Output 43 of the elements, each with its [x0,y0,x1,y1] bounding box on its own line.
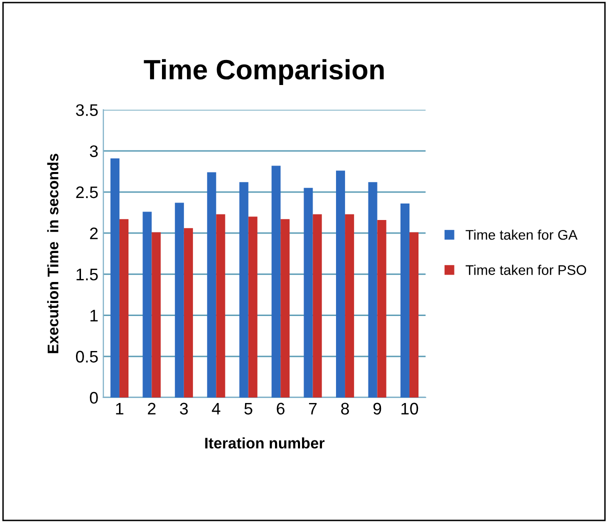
bar [312,214,322,398]
y-tick-label: 0.5 [76,350,98,363]
bar [152,232,161,398]
y-tick-label: 1 [90,310,98,322]
y-tick-label: 2 [90,228,98,240]
x-tick-label: 1 [116,402,124,414]
y-tick-label: 3.5 [76,104,98,116]
bar [239,182,248,398]
x-tick-label: 2 [148,402,156,414]
bar [142,212,152,398]
bar [377,220,386,398]
bar [174,202,184,398]
x-axis-title: Iteration number [205,437,325,449]
x-tick-label: 5 [244,402,252,415]
y-tick-label: 2.5 [76,186,98,198]
x-tick-label: 3 [180,402,188,415]
bar [409,232,419,398]
bar [248,216,258,398]
bar [304,188,313,398]
bar [110,158,120,398]
x-tick-label: 6 [276,402,284,415]
bar [119,219,128,398]
legend-label: Time taken for GA [466,230,578,240]
bar [336,170,346,398]
x-tick-label: 7 [309,402,317,414]
chart-title: Time Comparision [144,59,384,86]
x-tick-label: 10 [401,402,418,415]
y-axis-title: Execution Time in seconds [47,154,58,354]
bar [184,228,193,398]
y-tick-label: 3 [90,145,98,158]
y-tick-label: 1.5 [76,268,98,280]
x-tick-label: 4 [212,402,220,414]
bar [280,219,290,398]
x-tick-label: 8 [341,402,349,415]
bar [345,214,354,398]
bar [207,172,216,398]
y-tick-label: 0 [90,392,98,404]
bar [400,204,410,398]
x-tick-label: 9 [373,402,382,415]
bar [368,182,378,398]
legend-label: Time taken for PSO [466,264,586,275]
bar [216,214,226,398]
bar [272,166,281,398]
